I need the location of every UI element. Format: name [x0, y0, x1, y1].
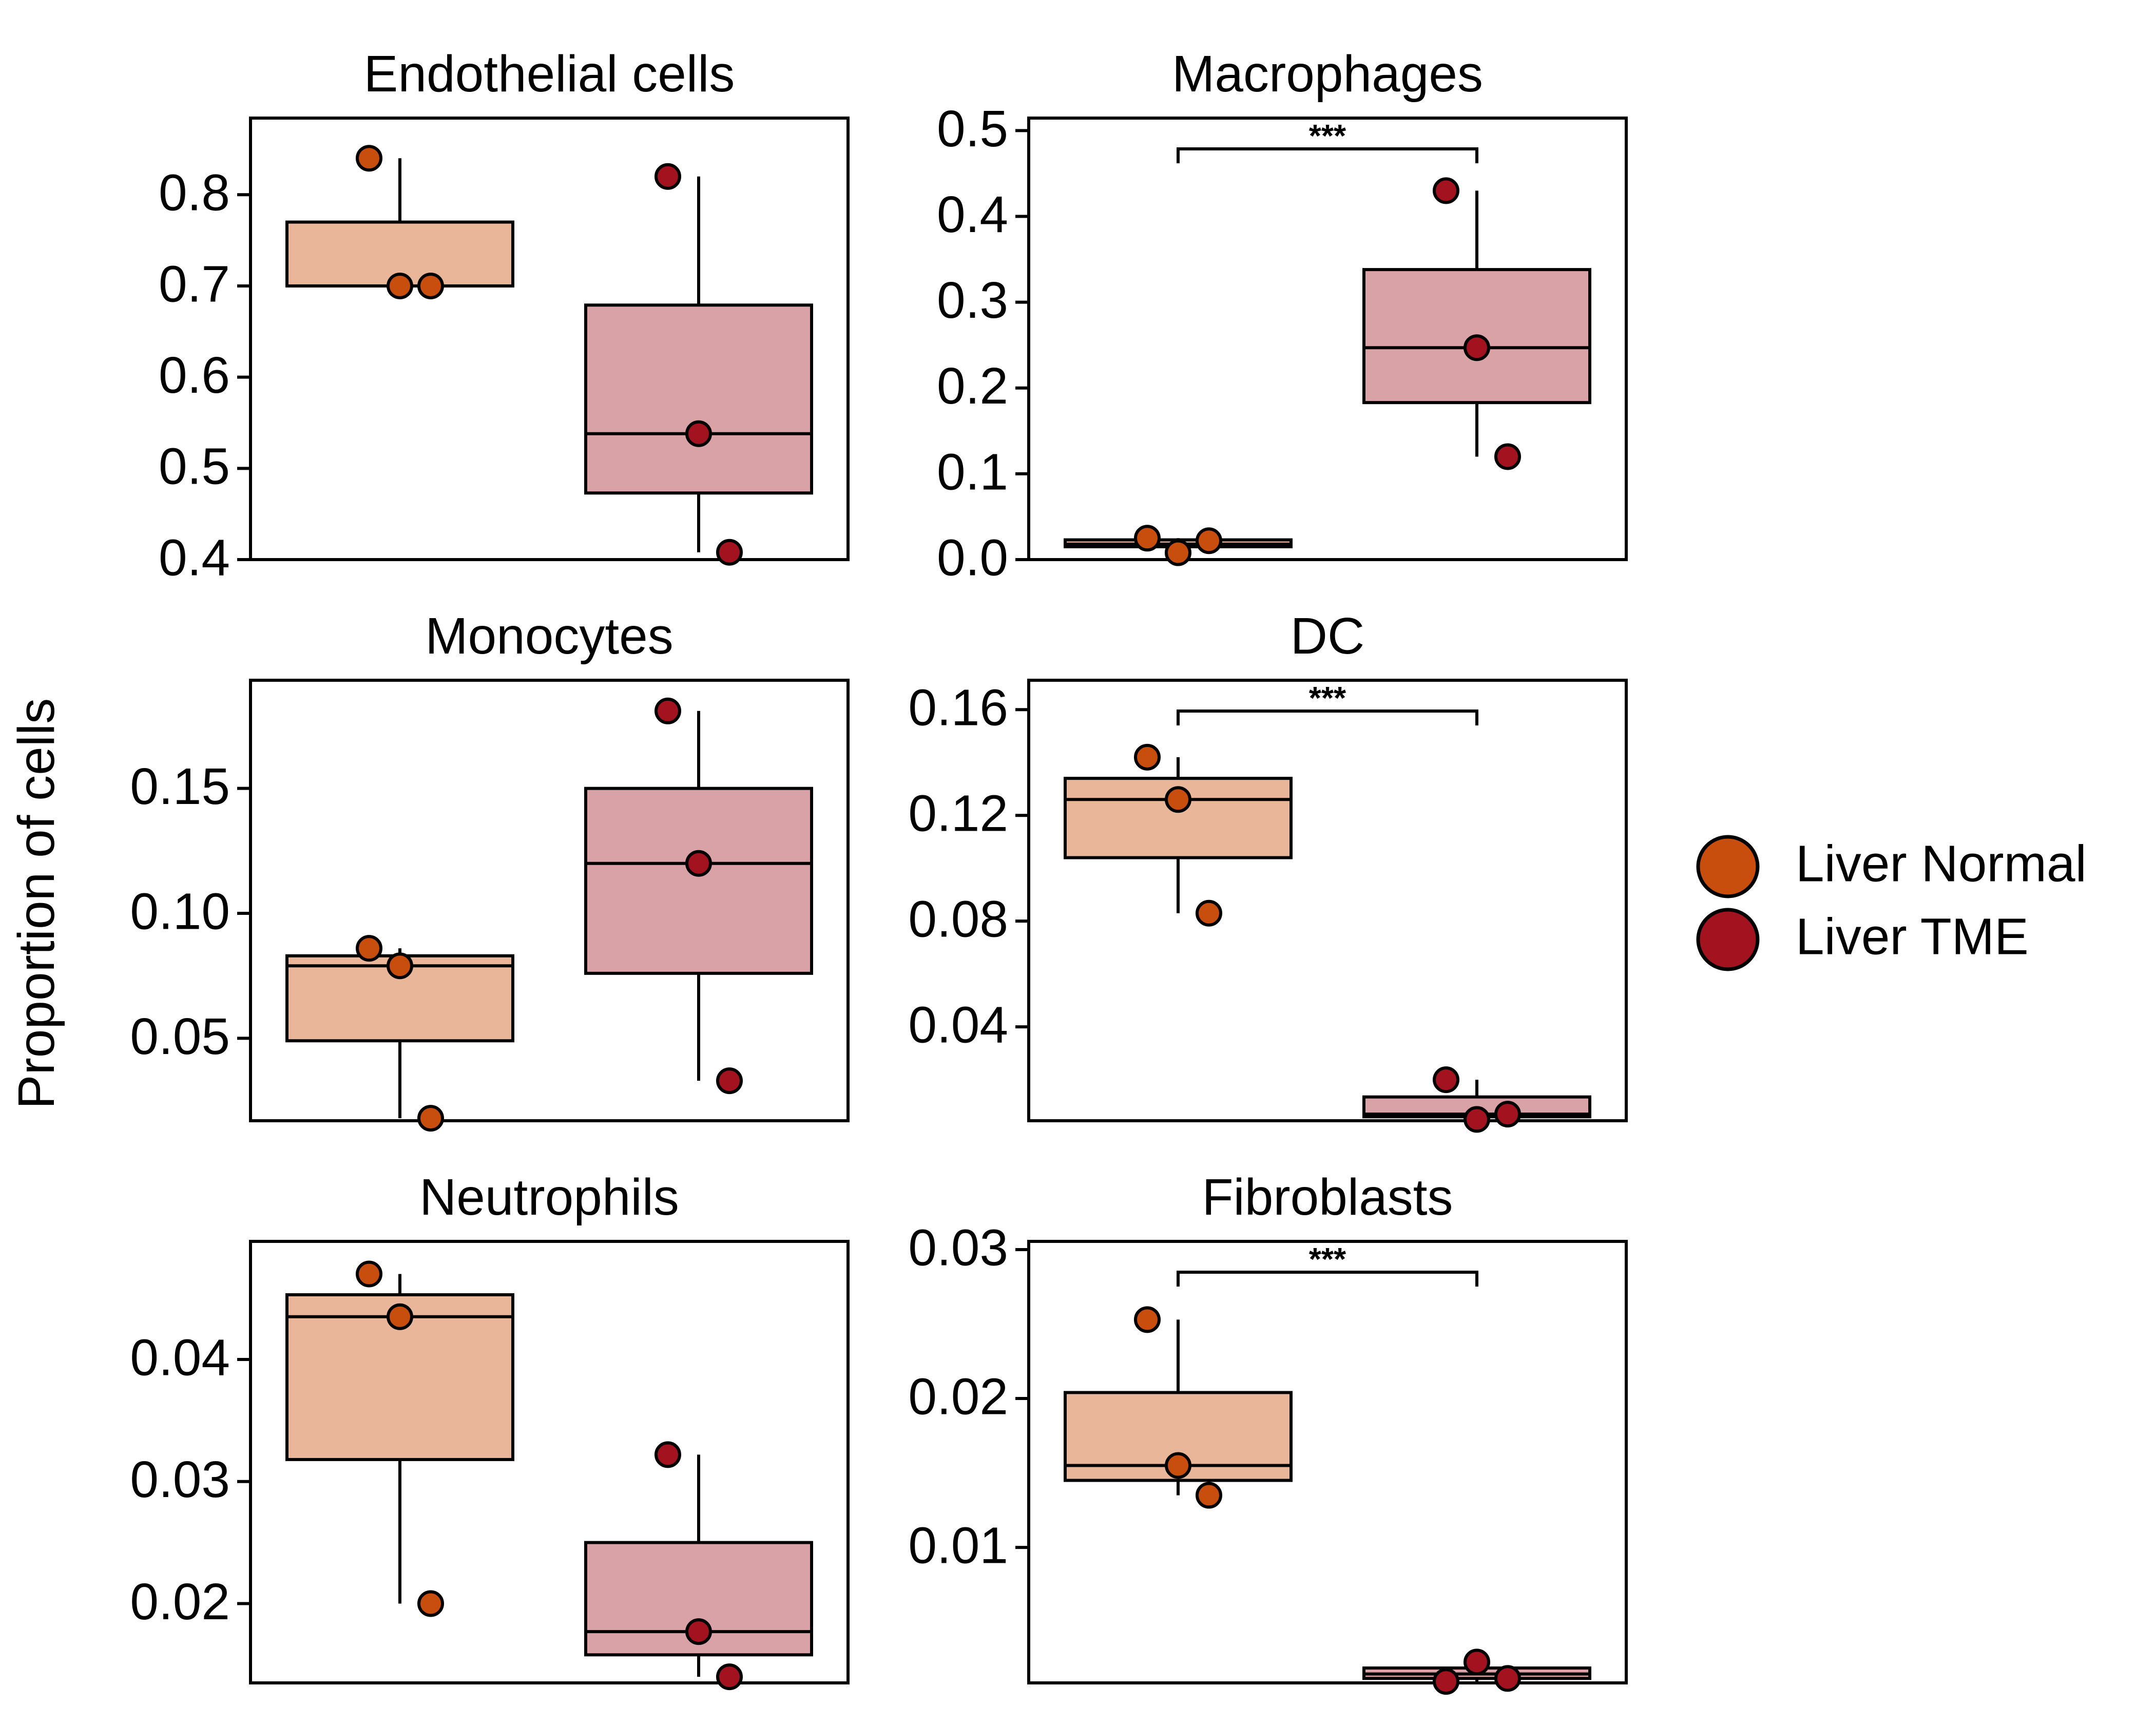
data-point-liver-normal — [1165, 786, 1191, 813]
data-point-liver-normal — [387, 1303, 413, 1330]
data-point-liver-tme — [654, 1441, 681, 1468]
data-point-liver-tme — [654, 163, 681, 190]
panel-frame-neutrophils — [249, 1240, 850, 1684]
data-point-liver-tme — [685, 420, 712, 447]
box-liver-normal — [285, 1293, 514, 1461]
panel-frame-fibroblasts — [1027, 1240, 1628, 1684]
y-tick-label-fibroblasts: 0.01 — [908, 1517, 1008, 1574]
data-point-liver-normal — [1134, 1306, 1161, 1333]
panel-title-endothelial-cells: Endothelial cells — [364, 45, 735, 103]
y-tick-label-dc: 0.12 — [908, 785, 1008, 842]
data-point-liver-tme — [716, 1067, 743, 1095]
data-point-liver-tme — [654, 697, 681, 724]
data-point-liver-tme — [1464, 1106, 1490, 1133]
panel-frame-dc — [1027, 679, 1628, 1122]
data-point-liver-tme — [1433, 177, 1459, 204]
legend-marker-liver-normal — [1696, 835, 1760, 898]
data-point-liver-normal — [387, 952, 413, 980]
y-tick-label-macrophages: 0.5 — [937, 100, 1008, 158]
y-tick-label-macrophages: 0.1 — [937, 443, 1008, 501]
data-point-liver-tme — [1433, 1668, 1459, 1695]
data-point-liver-normal — [417, 1590, 444, 1617]
panel-title-fibroblasts: Fibroblasts — [1202, 1168, 1453, 1226]
data-point-liver-normal — [1134, 743, 1161, 771]
data-point-liver-normal — [356, 935, 382, 962]
data-point-liver-tme — [685, 1618, 712, 1645]
panel-neutrophils: Neutrophils 0.02 0.03 0.04 — [130, 1168, 850, 1691]
data-point-liver-normal — [1165, 1452, 1191, 1479]
y-tick-label-dc: 0.04 — [908, 996, 1008, 1054]
panel-frame-macrophages — [1027, 117, 1628, 561]
data-point-liver-tme — [1494, 443, 1521, 470]
y-tick-label-endothelial-cells: 0.7 — [159, 255, 230, 313]
panel-title-monocytes: Monocytes — [425, 607, 673, 665]
y-axis-label: Proportion of cells — [8, 698, 65, 1109]
panel-title-dc: DC — [1291, 607, 1364, 665]
significance-label: *** — [1309, 1242, 1346, 1277]
panel-dc: DC 0.04 0.08 0.12 0.16 *** — [908, 607, 1628, 1133]
panel-endothelial-cells: Endothelial cells 0.4 0.5 0.6 0.7 0.8 — [159, 45, 850, 586]
significance-label: *** — [1309, 681, 1346, 716]
data-point-liver-tme — [1464, 1649, 1490, 1676]
data-point-liver-normal — [417, 1105, 444, 1132]
y-tick-label-endothelial-cells: 0.4 — [159, 529, 230, 586]
data-point-liver-tme — [1433, 1066, 1459, 1094]
data-point-liver-normal — [1134, 525, 1161, 552]
data-point-liver-tme — [716, 1663, 743, 1691]
data-point-liver-normal — [1196, 1482, 1222, 1509]
box-liver-tme — [584, 303, 813, 495]
data-point-liver-tme — [685, 850, 712, 877]
data-point-liver-normal — [1196, 899, 1222, 927]
data-point-liver-tme — [1494, 1101, 1521, 1128]
legend: Liver Normal Liver TME — [1696, 835, 2087, 971]
y-tick-label-dc: 0.16 — [908, 679, 1008, 737]
panel-macrophages: Macrophages 0.0 0.1 0.2 0.3 0.4 0.5 *** — [937, 45, 1628, 586]
y-tick-label-endothelial-cells: 0.8 — [159, 164, 230, 222]
significance-bracket — [1177, 710, 1478, 725]
y-tick-label-macrophages: 0.3 — [937, 272, 1008, 329]
y-tick-label-neutrophils: 0.04 — [130, 1329, 230, 1386]
legend-marker-liver-tme — [1696, 908, 1760, 971]
y-tick-label-fibroblasts: 0.03 — [908, 1219, 1008, 1276]
panel-frame-monocytes — [249, 679, 850, 1122]
y-tick-label-endothelial-cells: 0.5 — [159, 438, 230, 495]
panel-frame-endothelial-cells — [249, 117, 850, 561]
significance-bracket — [1177, 1271, 1478, 1287]
data-point-liver-normal — [1165, 539, 1191, 566]
y-tick-label-monocytes: 0.15 — [130, 758, 230, 815]
box-liver-tme — [584, 787, 813, 975]
significance-label: *** — [1309, 119, 1346, 154]
data-point-liver-tme — [1494, 1665, 1521, 1692]
data-point-liver-normal — [356, 1260, 382, 1288]
panel-title-macrophages: Macrophages — [1172, 45, 1483, 103]
y-tick-label-macrophages: 0.2 — [937, 357, 1008, 415]
panel-fibroblasts: Fibroblasts 0.01 0.02 0.03 *** — [908, 1168, 1628, 1695]
y-tick-label-monocytes: 0.10 — [130, 883, 230, 940]
y-tick-label-monocytes: 0.05 — [130, 1008, 230, 1065]
y-tick-label-neutrophils: 0.03 — [130, 1451, 230, 1508]
significance-bracket — [1177, 147, 1478, 163]
panel-monocytes: Monocytes 0.05 0.10 0.15 — [130, 607, 850, 1132]
legend-label-liver-normal: Liver Normal — [1796, 835, 2087, 892]
data-point-liver-tme — [716, 539, 743, 566]
panel-title-neutrophils: Neutrophils — [419, 1168, 679, 1226]
y-tick-label-neutrophils: 0.02 — [130, 1573, 230, 1631]
data-point-liver-normal — [387, 272, 413, 299]
data-point-liver-normal — [356, 145, 382, 172]
y-tick-label-macrophages: 0.0 — [937, 529, 1008, 586]
data-point-liver-normal — [417, 272, 444, 299]
panels: Endothelial cells 0.4 0.5 0.6 0.7 0.8 Macropha… — [130, 45, 1628, 1695]
y-tick-label-fibroblasts: 0.02 — [908, 1368, 1008, 1425]
data-point-liver-tme — [1464, 334, 1490, 361]
y-tick-label-macrophages: 0.4 — [937, 186, 1008, 243]
data-point-liver-normal — [1196, 527, 1222, 554]
y-tick-label-dc: 0.08 — [908, 891, 1008, 948]
y-tick-label-endothelial-cells: 0.6 — [159, 347, 230, 404]
legend-label-liver-tme: Liver TME — [1796, 908, 2029, 965]
